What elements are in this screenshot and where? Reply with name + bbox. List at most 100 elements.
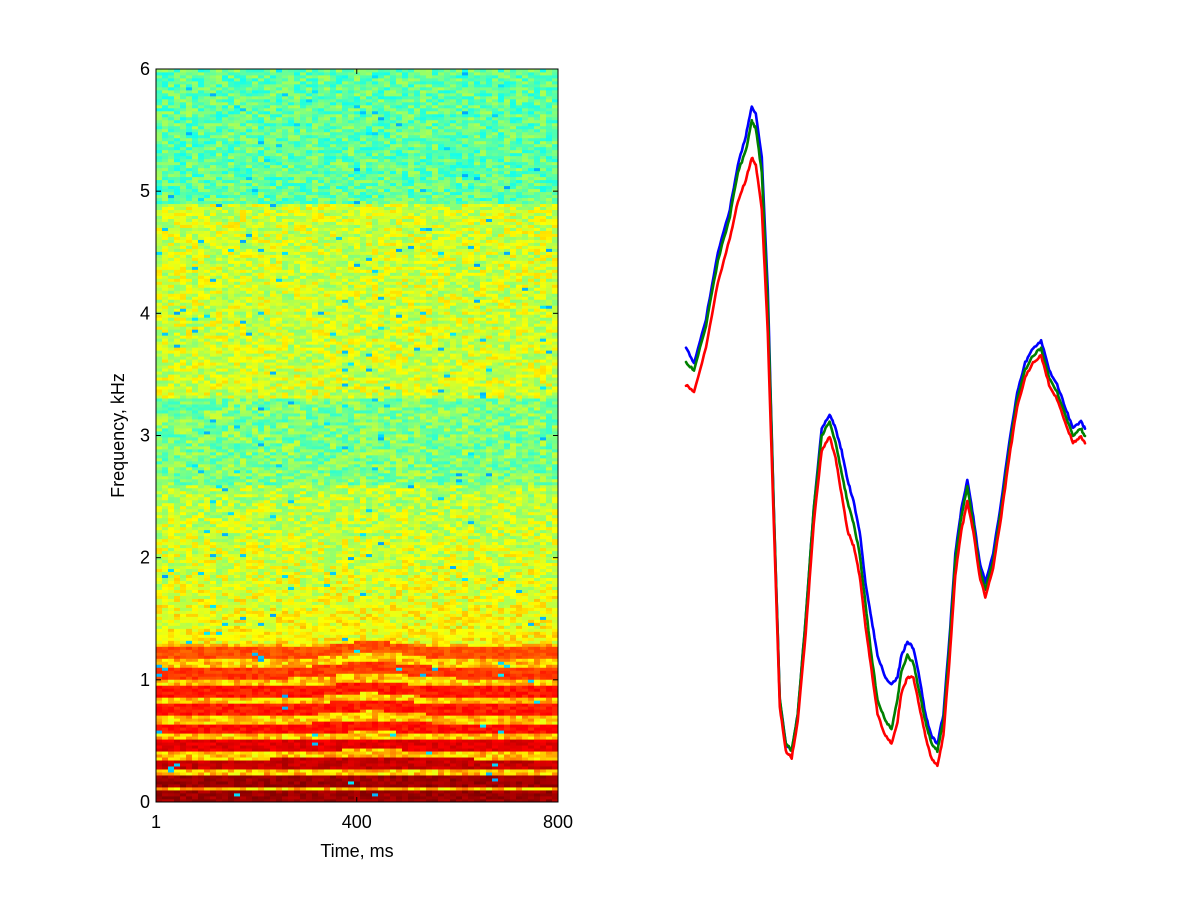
spectrogram-cell [270, 83, 277, 88]
spectrogram-cell [186, 338, 193, 342]
spectrogram-cell [258, 104, 265, 109]
spectrogram-cell [228, 353, 235, 357]
spectrogram-cell [240, 428, 247, 432]
spectrogram-cell [222, 601, 229, 605]
spectrogram-cell [180, 326, 187, 330]
spectrogram-cell [204, 793, 211, 797]
spectrogram-cell [204, 631, 211, 635]
spectrogram-cell [174, 221, 181, 225]
spectrogram-cell [252, 155, 259, 160]
spectrogram-cell [246, 320, 253, 324]
spectrogram-cell [258, 404, 265, 408]
spectrogram-cell [216, 71, 223, 76]
spectrogram-cell [192, 739, 199, 743]
spectrogram-cell [216, 580, 223, 584]
spectrogram-cell [204, 176, 211, 181]
spectrogram-cell [204, 487, 211, 492]
spectrogram-cell [246, 131, 253, 136]
spectrogram-cell [168, 71, 175, 76]
spectrogram-cell [198, 437, 205, 441]
spectrogram-cell [270, 305, 277, 309]
spectrogram-cell [246, 787, 253, 791]
spectrogram-cell [252, 230, 259, 234]
spectrogram-cell [210, 419, 217, 423]
spectrogram-cell [168, 278, 175, 282]
spectrogram-cell [192, 98, 199, 103]
spectrogram-cell [252, 727, 259, 731]
spectrogram-cell [174, 386, 181, 390]
spectrogram-cell [210, 137, 217, 142]
spectrogram-cell [246, 649, 253, 653]
spectrogram-cell [246, 799, 253, 803]
spectrogram-cell [168, 517, 175, 522]
spectrogram-cell [186, 712, 193, 716]
spectrogram-cell [162, 200, 169, 205]
spectrogram-cell [210, 374, 217, 378]
spectrogram-cell [210, 69, 217, 73]
spectrogram-cell [204, 685, 211, 689]
spectrogram-cell [222, 326, 229, 330]
spectrogram-cell [276, 634, 283, 638]
spectrogram-cell [240, 445, 247, 450]
spectrogram-cell [174, 203, 181, 208]
spectrogram-cell [180, 86, 187, 91]
spectrogram-cell [246, 161, 253, 166]
spectrogram-cell [162, 425, 169, 429]
spectrogram-cell [180, 583, 187, 587]
spectrogram-cell [174, 308, 181, 312]
spectrogram-cell [246, 98, 253, 103]
spectrogram-cell [258, 673, 265, 677]
spectrogram-cell [210, 365, 217, 369]
spectrogram-cell [264, 359, 271, 363]
spectrogram-cell [156, 398, 163, 402]
spectrogram-cell [240, 718, 247, 722]
spectrogram-cell [204, 227, 211, 231]
spectrogram-cell [192, 598, 199, 602]
spectrogram-cell [192, 362, 199, 366]
spectrogram-cell [168, 374, 175, 378]
spectrogram-cell [162, 763, 169, 767]
spectrogram-cell [234, 383, 241, 387]
spectrogram-cell [156, 221, 163, 225]
spectrogram-cell [258, 454, 265, 459]
spectrogram-cell [264, 628, 271, 632]
spectrogram-cell [246, 517, 253, 522]
spectrogram-cell [198, 526, 205, 531]
spectrogram-cell [270, 224, 277, 228]
spectrogram-cell [198, 284, 205, 288]
spectrogram-cell [210, 314, 217, 318]
spectrogram-cell [228, 323, 235, 327]
spectrogram-cell [240, 134, 247, 139]
spectrogram-cell [192, 694, 199, 698]
spectrogram-cell [180, 655, 187, 659]
spectrogram-cell [156, 359, 163, 363]
spectrogram-cell [162, 601, 169, 605]
spectrogram-cell [240, 481, 247, 486]
spectrogram-cell [270, 625, 277, 629]
spectrogram-cell [276, 511, 283, 516]
spectrogram-cell [264, 74, 271, 79]
spectrogram-cell [156, 320, 163, 324]
spectrogram-cell [204, 493, 211, 498]
spectrogram-cell [180, 290, 187, 294]
spectrogram-cell [168, 751, 175, 755]
spectrogram-cell [192, 502, 199, 507]
spectrogram-cell [162, 386, 169, 390]
spectrogram-cell [234, 781, 241, 785]
spectrogram-cell [156, 239, 163, 243]
spectrogram-cell [216, 179, 223, 184]
spectrogram-cell [204, 296, 211, 300]
spectrogram-cell [180, 628, 187, 632]
spectrogram-cell [198, 293, 205, 297]
spectrogram-cell [180, 74, 187, 79]
spectrogram-cell [258, 577, 265, 581]
spectrogram-cell [258, 425, 265, 429]
spectrogram-cell [180, 218, 187, 222]
spectrogram-cell [222, 781, 229, 785]
spectrogram-cell [162, 332, 169, 336]
spectrogram-cell [156, 395, 163, 399]
spectrogram-cell [180, 559, 187, 564]
spectrogram-cell [258, 95, 265, 100]
spectrogram-cell [276, 541, 283, 546]
